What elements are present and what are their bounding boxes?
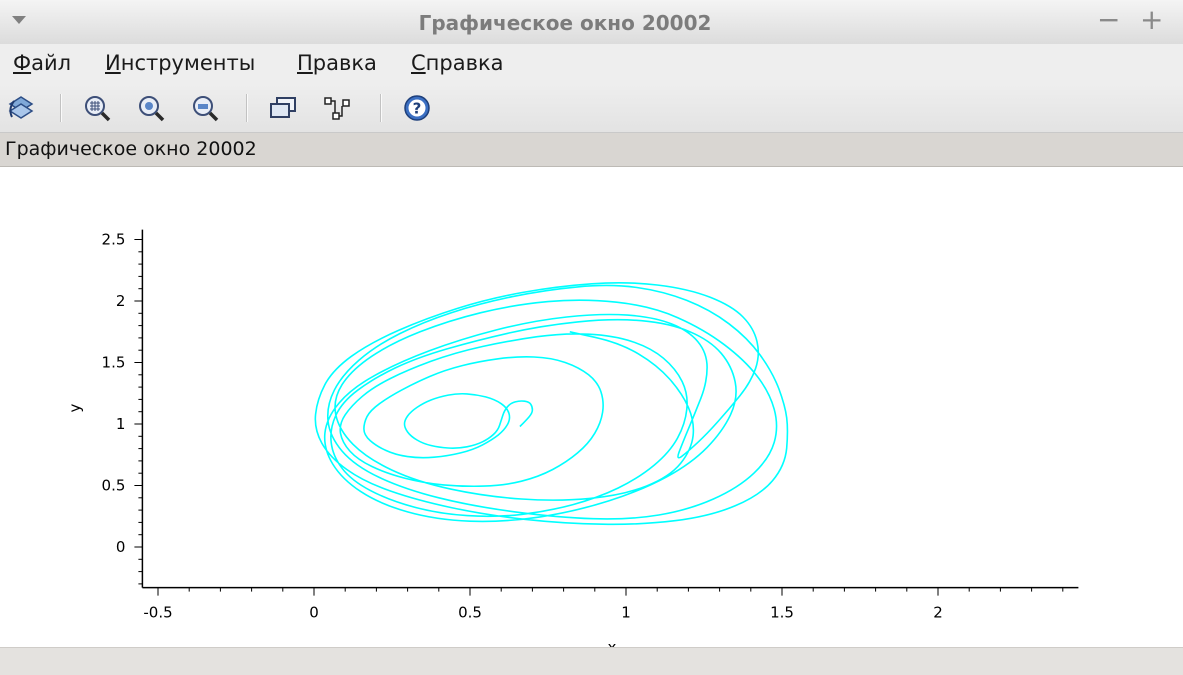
- window-menu-icon[interactable]: [12, 16, 26, 24]
- x-tick-label: -0.5: [143, 604, 172, 622]
- menu-file-label: айл: [31, 51, 72, 75]
- x-tick-label: 1: [621, 604, 631, 622]
- y-axis-label: y: [66, 403, 84, 412]
- curve-edit-icon[interactable]: [322, 93, 352, 123]
- y-tick-label: 0: [116, 538, 126, 556]
- zoom-out-icon[interactable]: [190, 93, 220, 123]
- window-title: Графическое окно 20002: [418, 11, 712, 35]
- x-tick-label: 2: [933, 604, 943, 622]
- phase-plot: -0.5 0 0.5 1 1.5 2 0 0.5 1 1.5 2 2.5 x y: [66, 229, 1079, 657]
- menu-edit-label: равка: [312, 51, 377, 75]
- menu-help[interactable]: Справка: [411, 51, 504, 75]
- y-tick-label: 2.5: [102, 231, 126, 249]
- menu-file[interactable]: Файл: [13, 51, 71, 75]
- status-bar: [0, 647, 1183, 675]
- help-icon[interactable]: ?: [402, 93, 432, 123]
- menu-tools-label: нструменты: [120, 51, 256, 75]
- y-tick-label: 0.5: [102, 477, 126, 495]
- x-tick-label: 0: [309, 604, 319, 622]
- plot-canvas[interactable]: -0.5 0 0.5 1 1.5 2 0 0.5 1 1.5 2 2.5 x y: [0, 167, 1183, 657]
- y-tick-label: 2: [116, 292, 126, 310]
- menu-bar: Файл Инструменты Правка Справка: [0, 44, 1183, 84]
- trajectory-curve: [314, 282, 789, 526]
- toolbar-separator: [60, 94, 62, 122]
- y-tick-label: 1.5: [102, 354, 126, 372]
- minimize-button[interactable]: −: [1097, 3, 1121, 36]
- menu-help-label: правка: [425, 51, 504, 75]
- toolbar-separator: [380, 94, 382, 122]
- y-tick-label: 1: [116, 415, 126, 433]
- datatip-icon[interactable]: [268, 93, 298, 123]
- menu-help-mnemonic: С: [411, 51, 426, 75]
- info-bar: Графическое окно 20002: [0, 133, 1183, 167]
- menu-tools-mnemonic: И: [105, 51, 121, 75]
- help-icon-glyph: ?: [413, 100, 422, 118]
- menu-tools[interactable]: Инструменты: [105, 51, 255, 75]
- toolbar: ?: [0, 84, 1183, 133]
- maximize-button[interactable]: +: [1140, 3, 1164, 36]
- rotate-icon[interactable]: [6, 93, 36, 123]
- x-tick-label: 1.5: [770, 604, 794, 622]
- window-titlebar: Графическое окно 20002 − +: [0, 0, 1183, 45]
- x-axis-label: x: [608, 639, 617, 647]
- zoom-area-icon[interactable]: [82, 93, 112, 123]
- menu-file-mnemonic: Ф: [13, 51, 32, 75]
- menu-edit[interactable]: Правка: [297, 51, 377, 75]
- menu-edit-mnemonic: П: [297, 51, 313, 75]
- zoom-in-icon[interactable]: [136, 93, 166, 123]
- x-tick-label: 0.5: [458, 604, 482, 622]
- info-label: Графическое окно 20002: [5, 138, 257, 160]
- toolbar-separator: [246, 94, 248, 122]
